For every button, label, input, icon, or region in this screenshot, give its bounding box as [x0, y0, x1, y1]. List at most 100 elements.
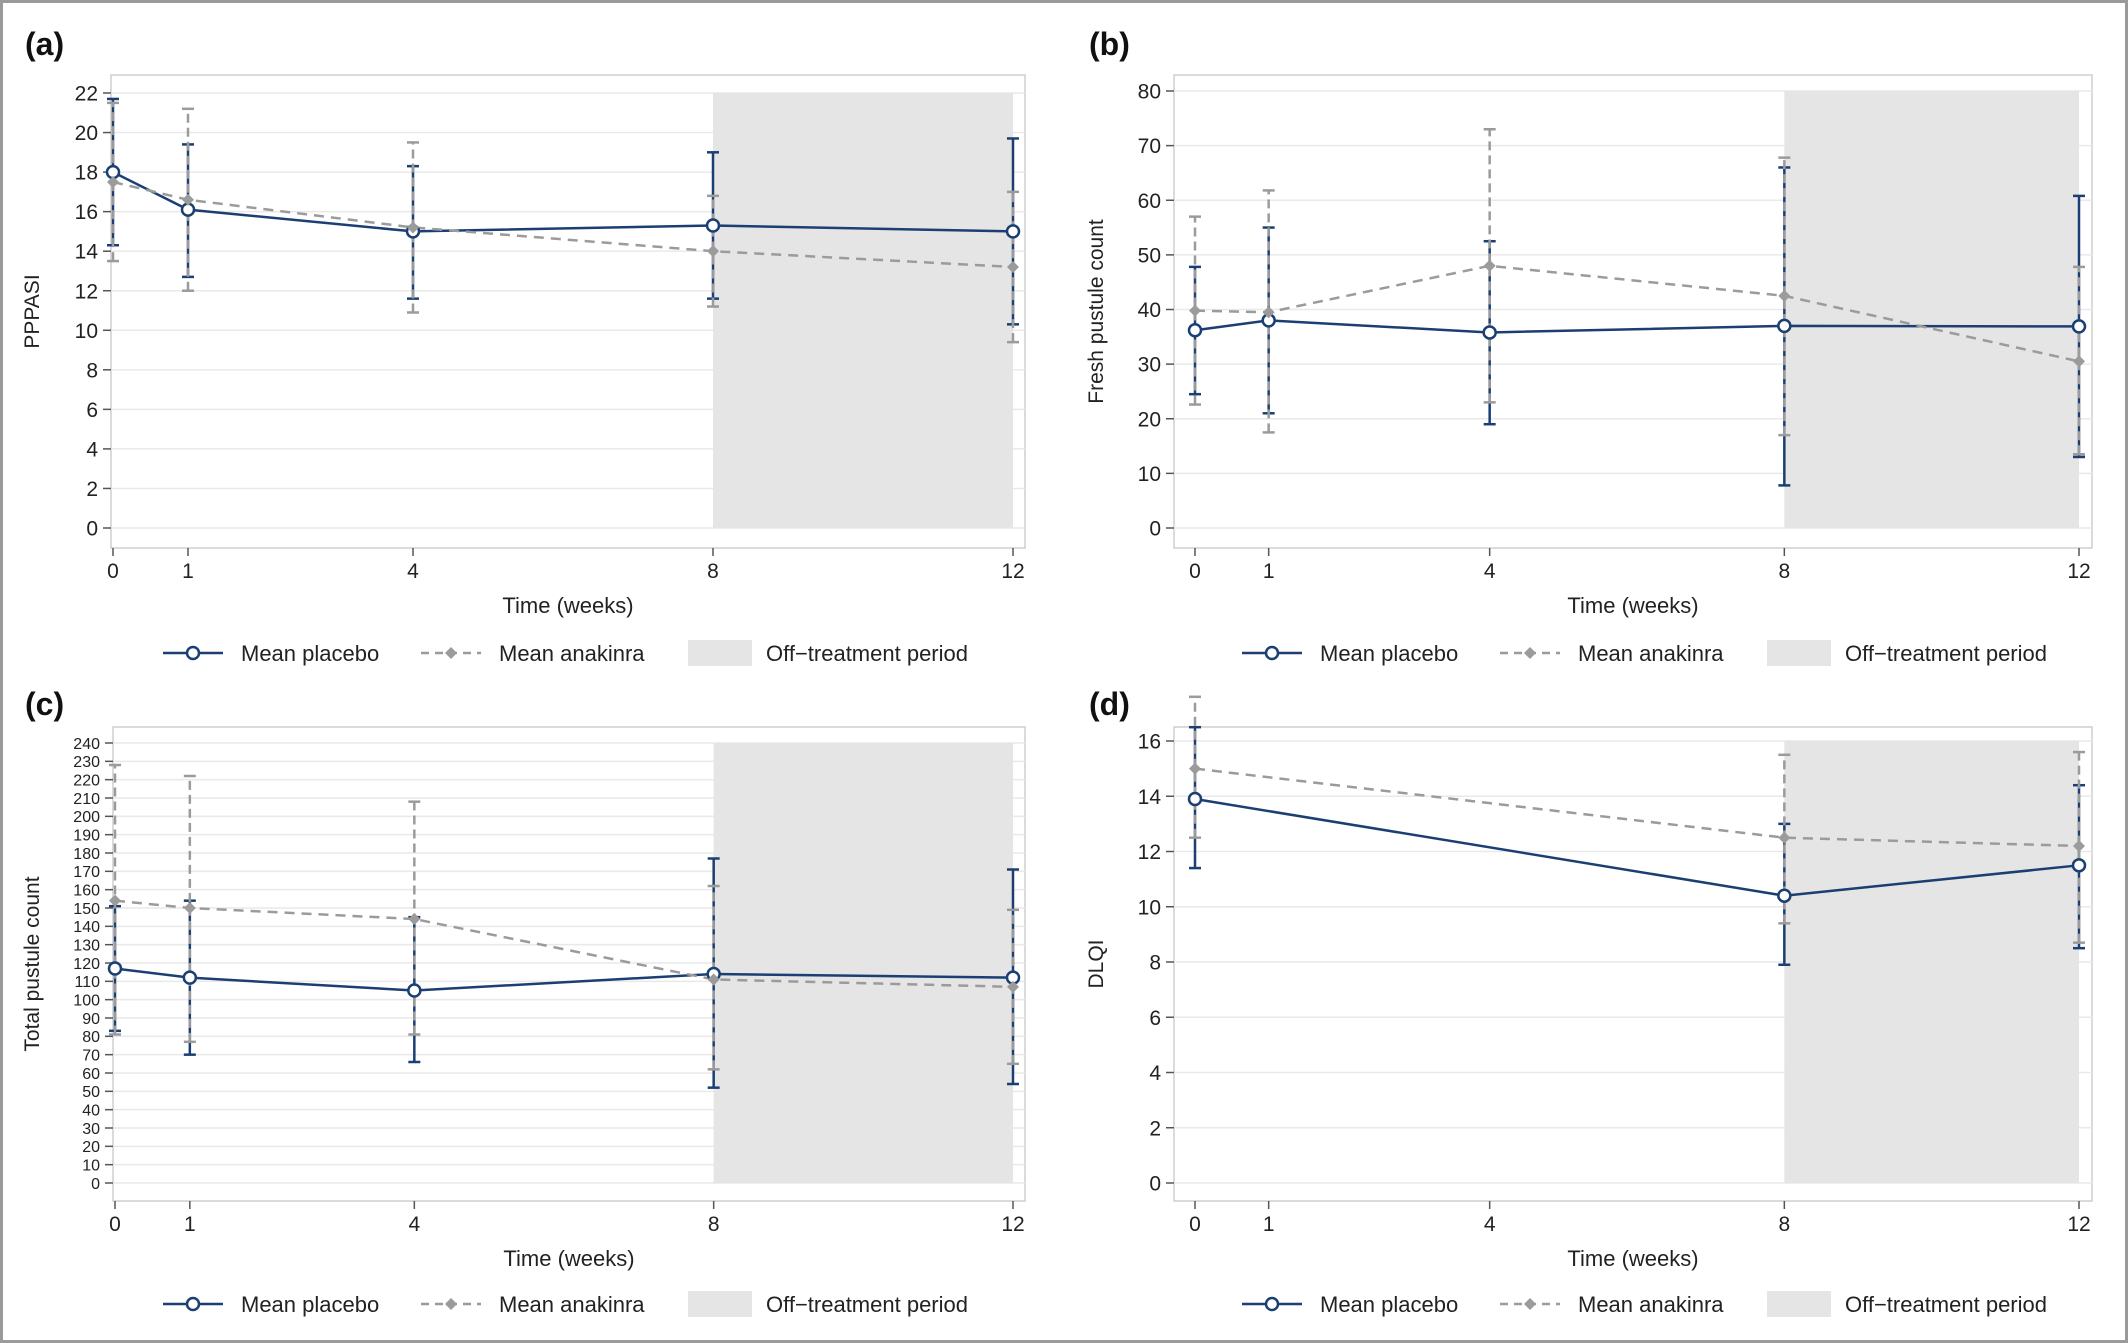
anakinra-point	[182, 193, 194, 206]
x-tick-label: 1	[1263, 1213, 1275, 1236]
y-tick-label: 210	[73, 791, 100, 808]
anakinra-point	[1189, 762, 1201, 775]
y-tick-label: 200	[73, 809, 100, 826]
y-tick-label: 40	[82, 1102, 100, 1119]
legend-anakinra-marker	[445, 647, 457, 659]
anakinra-series-line	[114, 899, 1014, 989]
legend-anakinra-label: Mean anakinra	[1578, 641, 1724, 666]
legend-offtreatment-label: Off−treatment period	[1845, 641, 2047, 666]
panel-b-chart: (b) 0 10 20 30 40 50 60 70 80 0 1 4 8 12 Time (weeks) Fr…	[1085, 26, 2093, 666]
placebo-point	[2071, 319, 2087, 334]
placebo-point	[1777, 318, 1792, 334]
legend-anakinra-label: Mean anakinra	[499, 641, 645, 666]
panel-label: (a)	[25, 26, 64, 62]
y-tick-label: 130	[73, 937, 100, 954]
y-tick-label: 80	[1138, 81, 1161, 104]
y-tick-label: 8	[86, 359, 98, 382]
x-tick-label: 1	[184, 1213, 196, 1236]
y-tick-label: 0	[1149, 518, 1161, 541]
legend-offtreatment-swatch	[1767, 640, 1831, 666]
x-tick-label: 12	[2067, 1213, 2090, 1236]
legend-placebo-label: Mean placebo	[1320, 1292, 1458, 1317]
x-tick-label: 8	[1778, 560, 1790, 583]
anakinra-point	[707, 245, 719, 258]
panel-label: (d)	[1089, 686, 1130, 722]
y-tick-label: 160	[73, 882, 100, 899]
anakinra-series-line	[112, 180, 1014, 269]
y-tick-label: 4	[1149, 1062, 1161, 1085]
y-tick-label: 22	[75, 83, 98, 106]
placebo-point	[1005, 224, 1021, 239]
panel-c-chart: (c)0102030405060708090100110120130140150…	[21, 686, 1026, 1317]
x-tick-label: 1	[1263, 560, 1275, 583]
legend-placebo-marker	[1264, 645, 1280, 661]
y-axis-title: DLQI	[1085, 939, 1108, 988]
anakinra-point	[1007, 261, 1019, 273]
y-tick-label: 0	[86, 518, 98, 541]
placebo-point	[1187, 323, 1203, 338]
y-tick-label: 230	[73, 754, 100, 771]
x-tick-label: 8	[707, 560, 719, 583]
y-tick-label: 14	[1138, 786, 1162, 809]
y-tick-label: 10	[1138, 896, 1161, 919]
x-tick-label: 12	[1001, 1213, 1024, 1236]
y-tick-label: 90	[82, 1011, 100, 1028]
y-tick-label: 18	[75, 162, 98, 185]
placebo-point	[1187, 791, 1203, 807]
legend-anakinra-marker	[1524, 1298, 1536, 1310]
anakinra-point	[1007, 980, 1019, 993]
anakinra-point	[407, 221, 419, 234]
anakinra-point	[1778, 289, 1791, 302]
legend-offtreatment-swatch	[688, 640, 752, 666]
placebo-point	[407, 983, 422, 998]
anakinra-point	[1483, 259, 1496, 272]
legend-placebo-marker	[185, 1296, 201, 1312]
y-tick-label: 20	[1138, 408, 1161, 431]
y-axis-title: Total pustule count	[21, 876, 44, 1051]
legend-offtreatment-label: Off−treatment period	[766, 641, 968, 666]
y-tick-label: 10	[1138, 463, 1161, 486]
anakinra-point	[2073, 839, 2085, 852]
x-axis-title: Time (weeks)	[502, 593, 633, 618]
anakinra-point	[1778, 831, 1791, 844]
y-tick-label: 190	[73, 827, 100, 844]
y-tick-label: 2	[1149, 1117, 1161, 1140]
x-axis-title: Time (weeks)	[1567, 593, 1698, 618]
y-tick-label: 70	[1138, 135, 1161, 158]
y-tick-label: 110	[74, 974, 100, 991]
anakinra-point	[408, 913, 421, 925]
y-tick-label: 50	[82, 1084, 100, 1101]
x-tick-label: 12	[2067, 560, 2090, 583]
y-tick-label: 12	[75, 280, 98, 303]
y-tick-label: 70	[82, 1047, 100, 1064]
y-tick-label: 170	[73, 864, 100, 881]
placebo-point	[705, 218, 721, 233]
legend-placebo-label: Mean placebo	[241, 1292, 379, 1317]
y-tick-label: 2	[86, 478, 98, 501]
y-tick-label: 6	[86, 399, 98, 422]
y-tick-label: 10	[75, 320, 98, 343]
anakinra-point	[2073, 355, 2085, 368]
y-tick-label: 150	[73, 901, 100, 918]
y-tick-label: 20	[82, 1139, 100, 1156]
x-tick-label: 0	[1189, 1213, 1201, 1236]
legend-anakinra-label: Mean anakinra	[1578, 1292, 1724, 1317]
y-tick-label: 0	[91, 1176, 100, 1193]
y-tick-label: 14	[75, 241, 99, 264]
anakinra-point	[109, 894, 121, 907]
y-tick-label: 60	[1138, 190, 1161, 213]
y-tick-label: 8	[1149, 952, 1161, 975]
y-tick-label: 180	[73, 846, 100, 863]
y-tick-label: 10	[82, 1157, 100, 1174]
y-tick-label: 16	[1138, 731, 1161, 754]
x-tick-label: 8	[708, 1213, 720, 1236]
legend-placebo-label: Mean placebo	[1320, 641, 1458, 666]
y-tick-label: 100	[73, 992, 100, 1009]
off-treatment-region	[1784, 741, 2079, 1183]
x-tick-label: 0	[1189, 560, 1201, 583]
placebo-point	[107, 961, 123, 976]
legend-placebo-marker	[185, 645, 201, 661]
